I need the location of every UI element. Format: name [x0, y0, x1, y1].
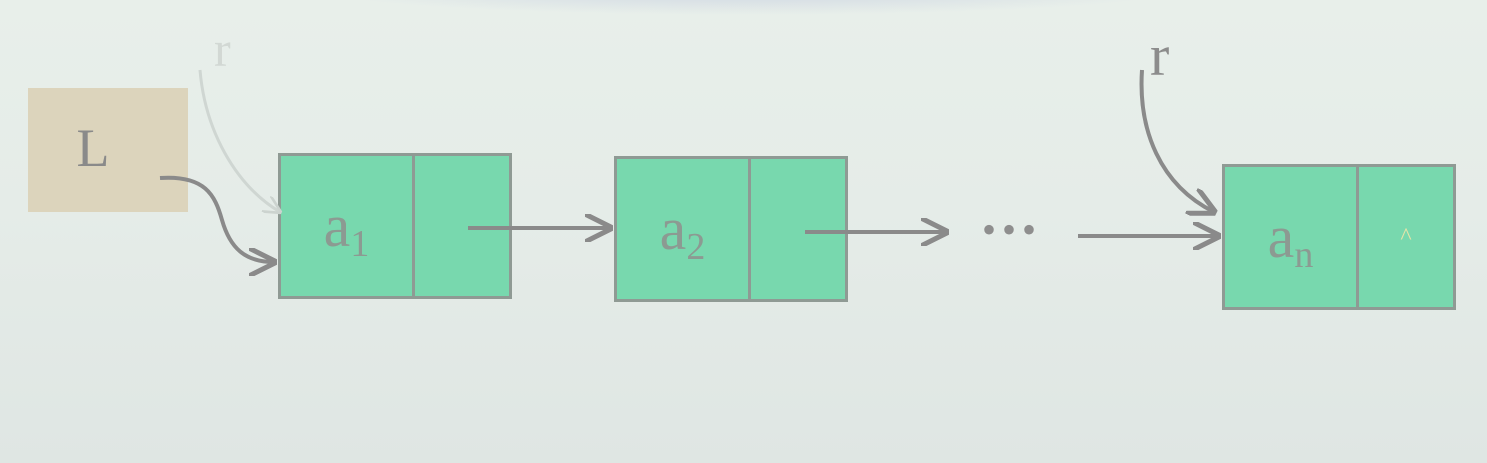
head-to-a1-arrow [159, 175, 274, 262]
node-subscript: 1 [350, 223, 370, 265]
rear-pointer-label: r [1150, 23, 1170, 88]
head-pointer-label: L [76, 118, 110, 178]
slide-title-blur [300, 0, 1200, 15]
node-var: a [1267, 203, 1295, 270]
node-var: a [323, 192, 351, 259]
faint-r-pointer-label: r [214, 21, 231, 77]
rear-to-an-arrow [1139, 69, 1214, 212]
node-subscript: 2 [686, 226, 706, 268]
node-var: a [659, 195, 687, 262]
faint-pointer-arrow [198, 69, 280, 212]
node-null-pointer: ^ [1400, 223, 1412, 250]
node-subscript: n [1294, 234, 1314, 276]
head-pointer-box: L [28, 88, 188, 212]
ellipsis: ••• [982, 207, 1043, 252]
